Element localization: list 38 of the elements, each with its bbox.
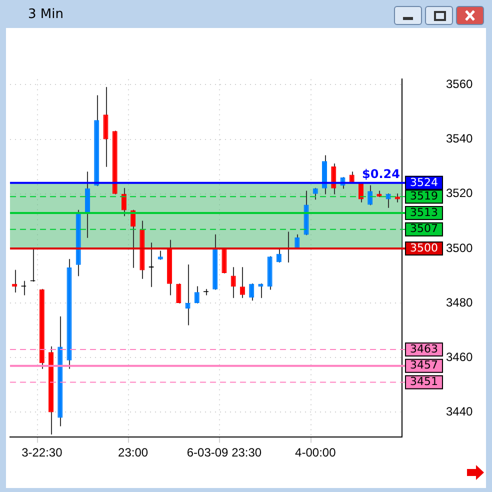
candlestick — [84, 172, 90, 238]
y-tick-label: 3440 — [446, 404, 474, 419]
candlestick — [312, 188, 318, 200]
y-tick-label: 3560 — [446, 76, 474, 91]
candlestick — [103, 86, 108, 168]
candlestick — [331, 163, 336, 194]
ref-line-label: 3451 — [410, 375, 438, 388]
candlestick — [194, 286, 200, 304]
candlestick — [148, 242, 154, 288]
ref-line-label: 3513 — [410, 206, 438, 219]
candlestick — [240, 267, 245, 298]
annotation: $0.24 — [362, 167, 400, 182]
y-tick-label: 3540 — [446, 132, 474, 146]
y-tick-label: 3460 — [446, 350, 474, 364]
candlestick — [185, 264, 190, 326]
candlestick — [276, 248, 282, 263]
ref-line-label: 3463 — [410, 342, 438, 356]
ref-line-label: 3500 — [410, 241, 438, 254]
ref-line-label: 3457 — [410, 358, 438, 372]
candlestick — [230, 267, 236, 298]
x-tick-label: 3-22:30 — [22, 445, 63, 460]
ref-line-label: 3524 — [410, 176, 438, 189]
candlestick — [294, 234, 300, 249]
candlestick — [121, 188, 126, 216]
y-tick-label: 3480 — [446, 295, 474, 310]
chart-title: 3 Min — [28, 7, 64, 22]
ref-line-label: 3519 — [410, 189, 438, 202]
y-tick-label: 3520 — [446, 186, 474, 200]
ref-line-label: 3507 — [410, 222, 438, 236]
candlestick — [368, 185, 373, 206]
candlestick — [222, 248, 227, 274]
candlestick — [386, 193, 391, 208]
candlestick — [176, 283, 182, 304]
y-tick-label: 3500 — [446, 240, 474, 255]
candlestick — [249, 283, 254, 301]
x-tick-label: 6-03-09 23:30 — [186, 445, 262, 460]
x-tick-label: 4-00:00 — [295, 445, 336, 460]
x-tick-label: 23:00 — [118, 445, 148, 460]
